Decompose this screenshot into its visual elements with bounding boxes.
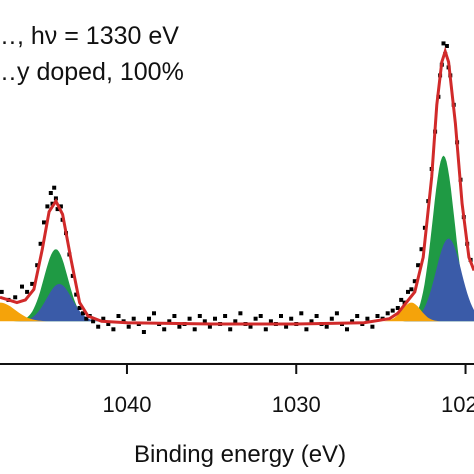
data-point: [152, 311, 156, 316]
data-point: [350, 319, 355, 324]
data-point: [441, 41, 446, 46]
data-point: [334, 311, 339, 316]
data-point: [167, 319, 172, 324]
data-point: [162, 327, 167, 332]
data-point: [268, 319, 273, 324]
envelope-fit-line: [0, 46, 474, 326]
data-point: [258, 314, 263, 318]
data-point: [416, 263, 421, 268]
data-point: [299, 311, 304, 316]
data-point: [263, 327, 268, 332]
data-point: [238, 311, 243, 316]
x-tick-label: 1030: [272, 392, 321, 417]
data-point: [207, 324, 212, 329]
data-point: [0, 289, 4, 294]
data-point: [187, 316, 192, 321]
data-point: [202, 319, 207, 324]
data-point: [365, 316, 370, 321]
data-point: [20, 284, 24, 289]
data-point: [96, 324, 101, 329]
data-point: [141, 330, 146, 334]
data-point: [399, 297, 404, 302]
data-point: [55, 207, 60, 212]
data-point: [192, 327, 197, 332]
data-point: [228, 327, 233, 332]
data-point: [329, 316, 334, 321]
data-point: [223, 314, 228, 318]
data-point: [412, 279, 417, 284]
component-blue-fill: [8, 283, 110, 322]
x-ticks: 1040 1030 1020: [102, 364, 474, 417]
annotation-photon-energy: …, hν = 1330 eV: [0, 22, 179, 50]
data-point: [84, 316, 89, 321]
data-point: [106, 322, 111, 326]
component-blue-fill: [397, 238, 474, 322]
data-point: [324, 324, 329, 329]
x-tick-label: 1020: [441, 392, 474, 417]
x-axis-title: Binding energy (eV): [134, 441, 346, 468]
data-point: [147, 316, 151, 321]
data-point: [309, 319, 314, 324]
data-point: [284, 324, 289, 329]
data-point: [35, 263, 40, 268]
data-point: [390, 308, 395, 313]
data-point: [30, 281, 35, 286]
data-point: [370, 324, 375, 329]
data-point: [25, 289, 30, 294]
data-point: [345, 327, 349, 332]
data-point: [81, 311, 85, 316]
data-point: [52, 185, 57, 190]
data-point: [74, 292, 79, 297]
data-point: [13, 295, 18, 300]
data-point: [248, 324, 253, 329]
data-point: [77, 306, 82, 310]
data-point: [177, 324, 182, 329]
data-point: [395, 306, 400, 310]
data-point: [289, 316, 294, 321]
data-point: [111, 327, 116, 332]
data-point: [253, 316, 258, 321]
data-point: [385, 311, 390, 316]
x-tick-label: 1040: [102, 392, 151, 417]
data-point: [58, 204, 63, 209]
data-point: [419, 247, 424, 252]
data-point: [279, 314, 283, 318]
component-fills: [0, 155, 474, 322]
data-point: [48, 191, 53, 195]
data-point: [42, 220, 46, 225]
data-point: [444, 44, 449, 48]
data-point: [406, 289, 410, 294]
data-point: [101, 316, 106, 321]
data-point: [197, 314, 202, 318]
data-point: [45, 204, 50, 209]
data-point: [409, 287, 414, 292]
data-point: [355, 314, 360, 318]
data-point: [38, 241, 43, 246]
data-point: [213, 316, 217, 321]
data-point: [172, 314, 177, 318]
data-point: [375, 314, 380, 318]
data-point: [314, 314, 319, 318]
component-orange-fill: [374, 302, 449, 322]
data-point: [91, 319, 96, 324]
data-point: [126, 324, 131, 329]
annotation-doping: …y doped, 100%: [0, 58, 184, 86]
data-point: [304, 327, 309, 332]
component-orange-fill: [0, 302, 61, 322]
data-point: [131, 316, 136, 321]
data-point: [233, 319, 238, 324]
data-point: [116, 314, 121, 318]
